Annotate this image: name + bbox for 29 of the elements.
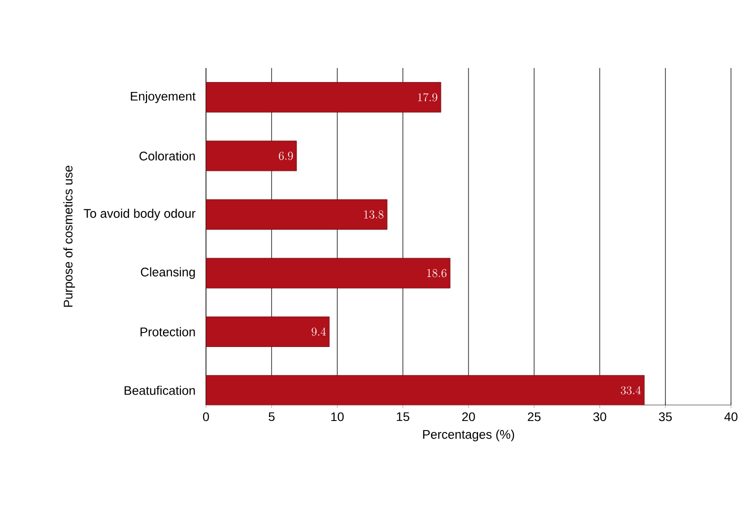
x-tick-label: 10 (331, 412, 344, 422)
y-axis-title: Purpose of cosmetics use (63, 166, 75, 307)
bar (206, 258, 450, 288)
data-label: 9.4 (312, 328, 326, 336)
x-tick-label: 40 (724, 412, 738, 422)
x-tick-label: 5 (268, 412, 275, 422)
y-tick-label: Coloration (140, 151, 195, 160)
bar (206, 140, 297, 172)
bar (206, 199, 388, 230)
y-tick-label: Cleansing (140, 267, 195, 279)
x-tick-label: 0 (203, 412, 209, 422)
data-label: 17.9 (418, 93, 438, 102)
bar (206, 82, 442, 112)
x-tick-label: 20 (462, 412, 475, 422)
y-tick-label: Protection (140, 327, 195, 336)
data-label: 18.6 (427, 269, 446, 278)
x-tick-label: 15 (396, 412, 410, 422)
y-tick-label: Beatufication (124, 386, 195, 395)
x-tick-label: 25 (528, 412, 541, 422)
data-label: 33.4 (620, 386, 641, 394)
bar (206, 375, 645, 406)
y-tick-label: Enjoyement (130, 91, 196, 104)
y-tick-label: To avoid body odour (84, 208, 196, 220)
data-label: 6.9 (278, 152, 293, 160)
bar (206, 316, 330, 347)
x-axis-title: Percentages (%) (423, 430, 514, 442)
x-tick-label: 30 (593, 412, 606, 422)
x-tick-label: 35 (658, 412, 672, 422)
data-label: 13.8 (364, 210, 384, 219)
